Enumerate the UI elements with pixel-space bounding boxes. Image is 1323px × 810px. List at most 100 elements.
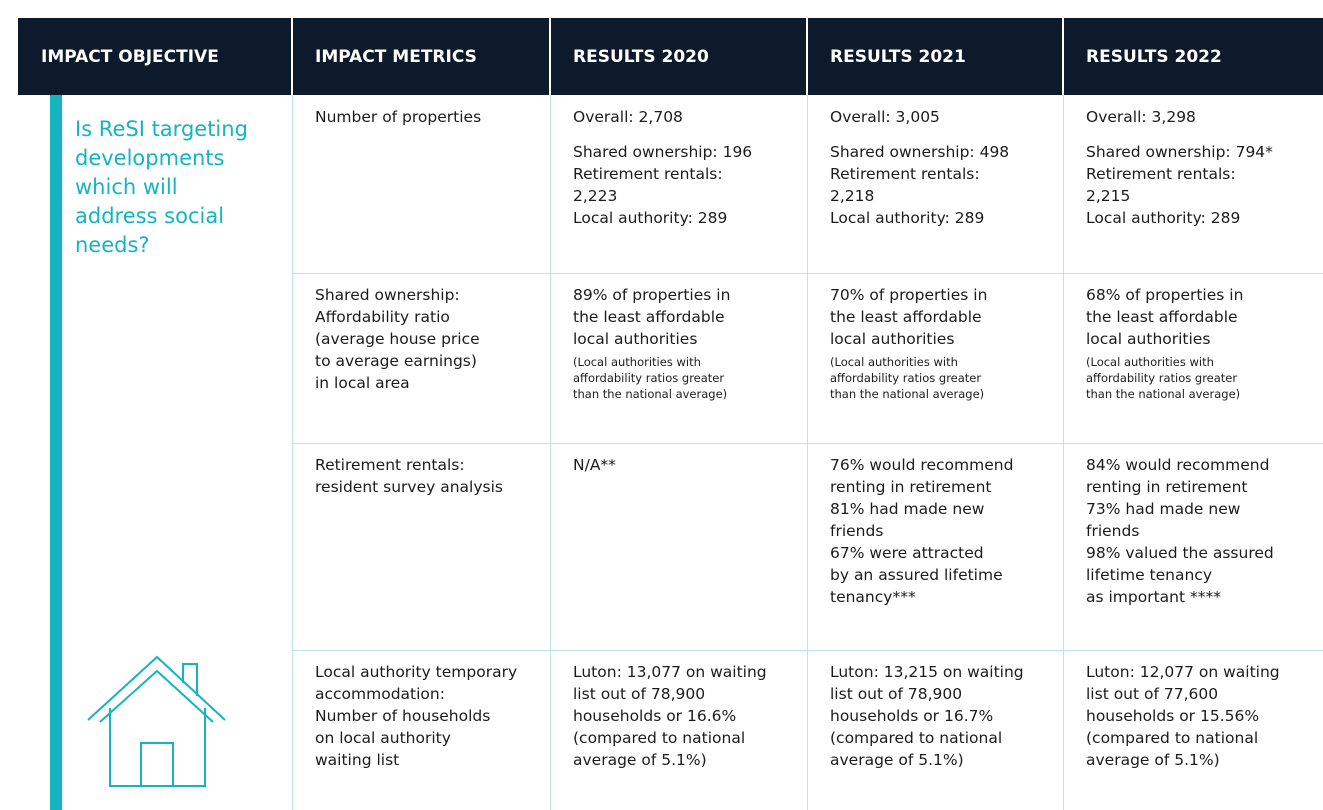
result-line: 2,223 bbox=[573, 187, 618, 205]
note-line: (Local authorities with bbox=[830, 355, 958, 369]
result-line: average of 5.1%) bbox=[1086, 751, 1220, 769]
header-separator bbox=[1062, 18, 1064, 95]
result-line: average of 5.1%) bbox=[830, 751, 964, 769]
metric-cell: Retirement rentals: resident survey analy… bbox=[292, 454, 550, 498]
result-line: 73% had made new bbox=[1086, 500, 1241, 518]
result-cell: Luton: 13,215 on waiting list out of 78,9… bbox=[807, 661, 1063, 771]
column-separator bbox=[1063, 95, 1064, 810]
header-cell: IMPACT METRICS bbox=[315, 46, 477, 67]
result-line: Shared ownership: 196 bbox=[573, 143, 753, 161]
result-paragraph: Luton: 12,077 on waiting list out of 77,6… bbox=[1086, 661, 1323, 771]
metric-cell: Shared ownership: Affordability ratio (ave… bbox=[292, 284, 550, 394]
metric-line: on local authority bbox=[315, 729, 451, 747]
result-cell: Overall: 2,708 Shared ownership: 196 Retir… bbox=[550, 106, 807, 229]
result-line: Luton: 13,077 on waiting bbox=[573, 663, 767, 681]
note-line: than the national average) bbox=[573, 387, 728, 401]
metric-line: Shared ownership: bbox=[315, 286, 460, 304]
result-line: local authorities bbox=[573, 330, 698, 348]
header-separator bbox=[806, 18, 808, 95]
result-line: Retirement rentals: bbox=[573, 165, 723, 183]
result-line: households or 15.56% bbox=[1086, 707, 1260, 725]
row-separator bbox=[292, 273, 1323, 274]
column-separator bbox=[292, 95, 293, 810]
result-line: 81% had made new bbox=[830, 500, 985, 518]
result-paragraph: Luton: 13,215 on waiting list out of 78,9… bbox=[830, 661, 1063, 771]
result-paragraph: 84% would recommend renting in retirement… bbox=[1086, 454, 1323, 608]
result-line: tenancy*** bbox=[830, 588, 916, 606]
result-line: 76% would recommend bbox=[830, 456, 1014, 474]
result-line: Overall: 2,708 bbox=[573, 108, 683, 126]
result-note: (Local authorities with affordability rat… bbox=[830, 354, 1063, 402]
row-separator bbox=[292, 650, 1323, 651]
objective-line: needs? bbox=[75, 233, 150, 257]
result-paragraph: 70% of properties in the least affordable… bbox=[830, 284, 1063, 350]
result-line: lifetime tenancy bbox=[1086, 566, 1213, 584]
note-line: than the national average) bbox=[830, 387, 985, 401]
result-line: renting in retirement bbox=[830, 478, 992, 496]
result-paragraph: Overall: 3,005 bbox=[830, 106, 1063, 128]
result-note: (Local authorities with affordability rat… bbox=[1086, 354, 1323, 402]
result-line: (compared to national bbox=[1086, 729, 1259, 747]
note-line: affordability ratios greater bbox=[1086, 371, 1238, 385]
header-cell: IMPACT OBJECTIVE bbox=[41, 46, 219, 67]
result-line: average of 5.1%) bbox=[573, 751, 707, 769]
column-separator bbox=[807, 95, 808, 810]
result-line: list out of 78,900 bbox=[573, 685, 706, 703]
result-paragraph: 76% would recommend renting in retirement… bbox=[830, 454, 1063, 608]
header-cell: RESULTS 2022 bbox=[1086, 46, 1222, 67]
result-line: by an assured lifetime bbox=[830, 566, 1003, 584]
note-line: than the national average) bbox=[1086, 387, 1241, 401]
result-line: Luton: 13,215 on waiting bbox=[830, 663, 1024, 681]
note-line: affordability ratios greater bbox=[573, 371, 725, 385]
metric-line: in local area bbox=[315, 374, 410, 392]
result-line: 2,218 bbox=[830, 187, 875, 205]
result-line: the least affordable bbox=[830, 308, 982, 326]
objective-line: developments bbox=[75, 146, 225, 170]
metric-line: Affordability ratio bbox=[315, 308, 450, 326]
result-line: the least affordable bbox=[573, 308, 725, 326]
result-cell: Overall: 3,298 Shared ownership: 794* Reti… bbox=[1063, 106, 1323, 229]
note-line: (Local authorities with bbox=[573, 355, 701, 369]
result-paragraph: N/A** bbox=[573, 454, 807, 476]
result-line: Retirement rentals: bbox=[830, 165, 980, 183]
result-line: 70% of properties in bbox=[830, 286, 988, 304]
result-cell: Overall: 3,005 Shared ownership: 498 Retir… bbox=[807, 106, 1063, 229]
result-line: local authorities bbox=[830, 330, 955, 348]
impact-objective: Is ReSI targeting developments which will a… bbox=[75, 115, 248, 260]
header-separator bbox=[291, 18, 293, 95]
result-cell: 89% of properties in the least affordable… bbox=[550, 284, 807, 402]
metric-line: Local authority temporary bbox=[315, 663, 518, 681]
metric-line: accommodation: bbox=[315, 685, 445, 703]
result-line: Local authority: 289 bbox=[830, 209, 985, 227]
metric-line: resident survey analysis bbox=[315, 478, 503, 496]
result-line: (compared to national bbox=[573, 729, 746, 747]
metric-line: waiting list bbox=[315, 751, 400, 769]
result-line: friends bbox=[830, 522, 884, 540]
metric-line: Number of properties bbox=[315, 108, 482, 126]
result-line: 98% valued the assured bbox=[1086, 544, 1274, 562]
result-line: households or 16.7% bbox=[830, 707, 994, 725]
result-line: list out of 77,600 bbox=[1086, 685, 1219, 703]
header-separator bbox=[549, 18, 551, 95]
objective-line: Is ReSI targeting bbox=[75, 117, 248, 141]
result-line: Local authority: 289 bbox=[1086, 209, 1241, 227]
result-line: friends bbox=[1086, 522, 1140, 540]
result-line: Overall: 3,298 bbox=[1086, 108, 1196, 126]
metric-line: to average earnings) bbox=[315, 352, 477, 370]
metric-cell: Number of properties bbox=[292, 106, 550, 128]
result-cell: Luton: 12,077 on waiting list out of 77,6… bbox=[1063, 661, 1323, 771]
result-line: N/A** bbox=[573, 456, 616, 474]
result-paragraph: Shared ownership: 794* Retirement rentals… bbox=[1086, 141, 1323, 229]
result-line: as important **** bbox=[1086, 588, 1222, 606]
result-cell: 70% of properties in the least affordable… bbox=[807, 284, 1063, 402]
result-line: (compared to national bbox=[830, 729, 1003, 747]
result-paragraph: Shared ownership: 498 Retirement rentals:… bbox=[830, 141, 1063, 229]
result-paragraph: Shared ownership: 196 Retirement rentals:… bbox=[573, 141, 807, 229]
result-cell: 76% would recommend renting in retirement… bbox=[807, 454, 1063, 608]
result-line: 67% were attracted bbox=[830, 544, 984, 562]
result-paragraph: Luton: 13,077 on waiting list out of 78,9… bbox=[573, 661, 807, 771]
result-line: local authorities bbox=[1086, 330, 1211, 348]
result-cell: 68% of properties in the least affordable… bbox=[1063, 284, 1323, 402]
result-paragraph: 89% of properties in the least affordable… bbox=[573, 284, 807, 350]
